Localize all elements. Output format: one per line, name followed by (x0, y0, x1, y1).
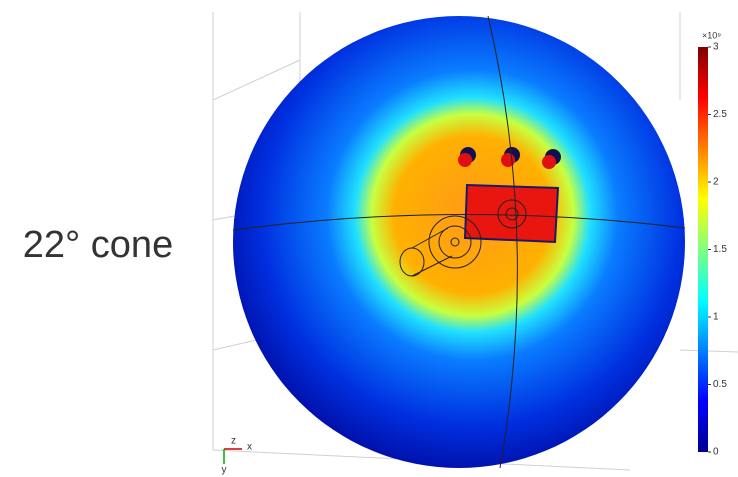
annotation: 22° cone (23, 224, 173, 266)
axis-label: z (231, 436, 236, 447)
colorbar-tick-label: 2 (713, 177, 719, 188)
colorbar-tick-label: 1 (713, 312, 719, 323)
colorbar-tick-label: 3 (713, 42, 719, 53)
colorbar-tick-label: 1.5 (713, 244, 727, 255)
axis-label: y (222, 465, 227, 476)
rectangle-plate (465, 185, 558, 242)
axis-triad: x y z (222, 436, 253, 476)
colorbar (698, 47, 708, 452)
colorbar-exponent: ×10⁹ (702, 30, 721, 40)
scene: 22° cone x y z ×10⁹ 0 0.5 1 1.5 2 2.5 3 (0, 0, 738, 477)
colorbar-tick-label: 0 (713, 447, 719, 458)
colorbar-tick-label: 2.5 (713, 109, 727, 120)
colorbar-tick-label: 0.5 (713, 379, 727, 390)
axis-label: x (247, 442, 252, 453)
